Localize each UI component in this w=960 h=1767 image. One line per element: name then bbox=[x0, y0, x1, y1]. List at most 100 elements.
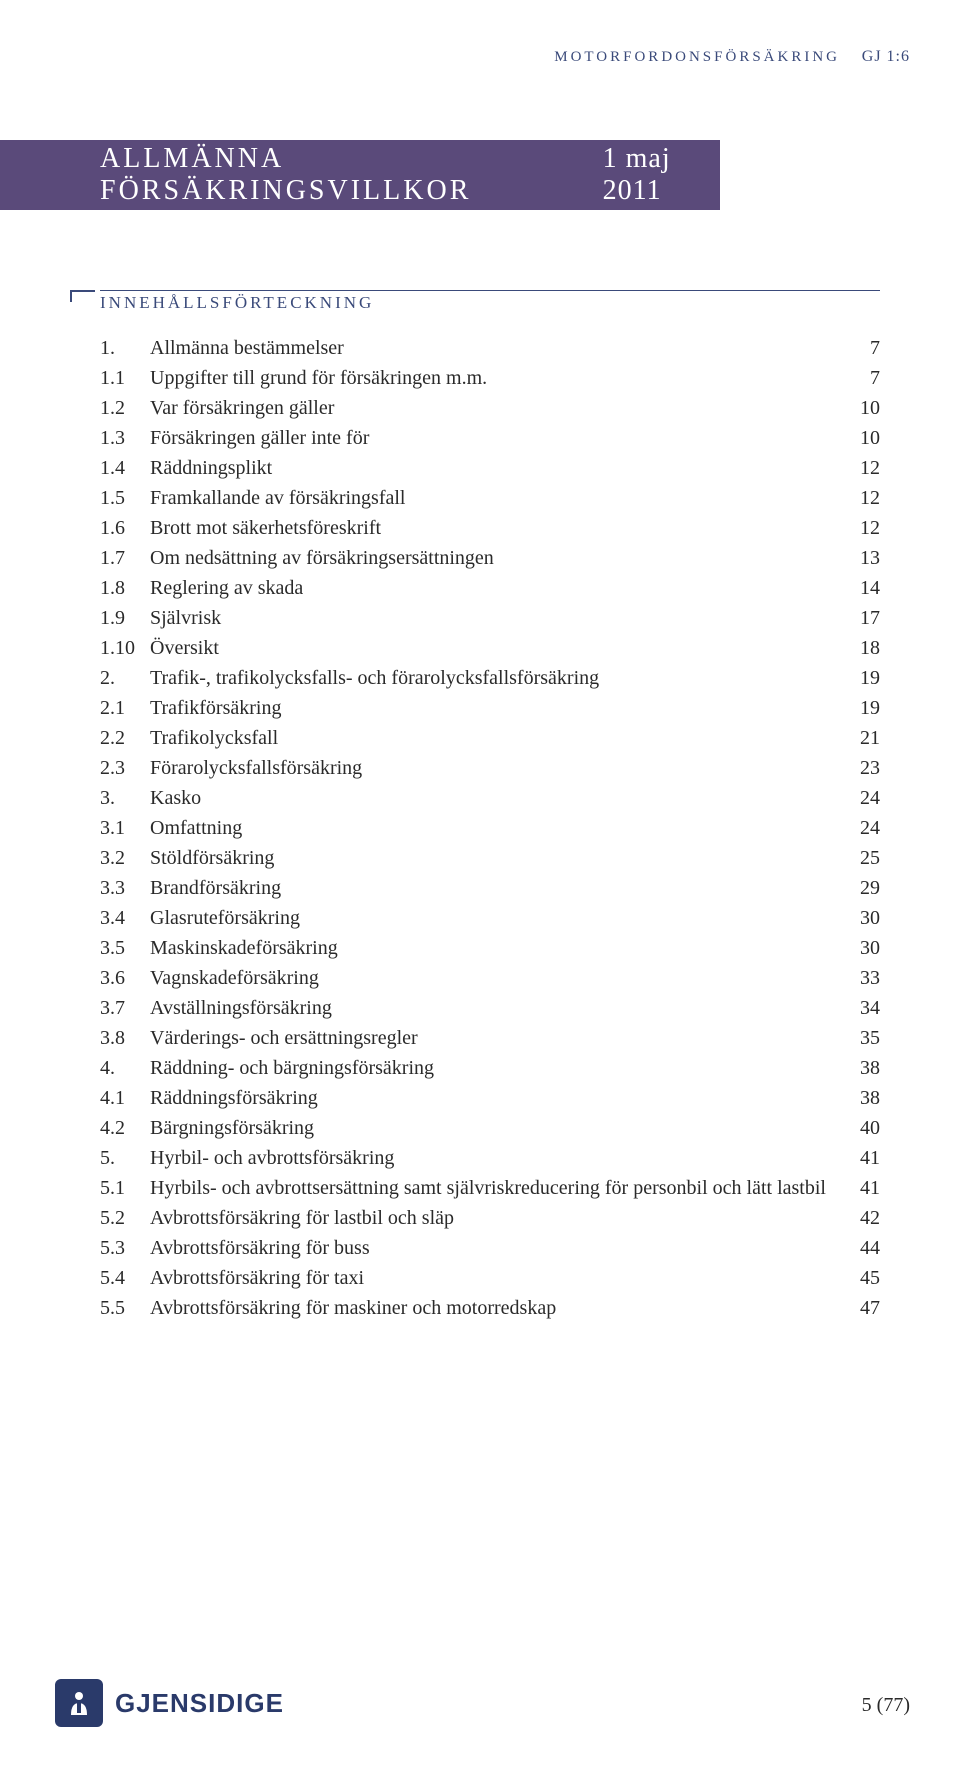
toc-number: 5.4 bbox=[100, 1263, 150, 1293]
toc-label: Översikt bbox=[150, 633, 830, 663]
toc-page: 30 bbox=[830, 903, 880, 933]
toc-number: 5.3 bbox=[100, 1233, 150, 1263]
toc-table: 1.Allmänna bestämmelser71.1Uppgifter til… bbox=[100, 333, 880, 1323]
toc-label: Stöldförsäkring bbox=[150, 843, 830, 873]
toc-row: 1.6Brott mot säkerhetsföreskrift12 bbox=[100, 513, 880, 543]
toc-heading: INNEHÅLLSFÖRTECKNING bbox=[100, 290, 880, 313]
toc-number: 2.1 bbox=[100, 693, 150, 723]
toc-page: 30 bbox=[830, 933, 880, 963]
toc-page: 7 bbox=[830, 333, 880, 363]
toc-label: Uppgifter till grund för försäkringen m.… bbox=[150, 363, 830, 393]
toc-page: 13 bbox=[830, 543, 880, 573]
toc-row: 2.2Trafikolycksfall21 bbox=[100, 723, 880, 753]
toc-label: Brandförsäkring bbox=[150, 873, 830, 903]
toc-label: Avbrottsförsäkring för lastbil och släp bbox=[150, 1203, 830, 1233]
content-area: INNEHÅLLSFÖRTECKNING 1.Allmänna bestämme… bbox=[100, 290, 880, 1323]
toc-number: 5.1 bbox=[100, 1173, 150, 1203]
toc-number: 3.3 bbox=[100, 873, 150, 903]
toc-number: 5.2 bbox=[100, 1203, 150, 1233]
toc-label: Räddningsförsäkring bbox=[150, 1083, 830, 1113]
toc-row: 3.5Maskinskadeförsäkring30 bbox=[100, 933, 880, 963]
toc-page: 12 bbox=[830, 483, 880, 513]
toc-page: 19 bbox=[830, 663, 880, 693]
toc-row: 2.3Förarolycksfallsförsäkring23 bbox=[100, 753, 880, 783]
toc-label: Räddning- och bärgningsförsäkring bbox=[150, 1053, 830, 1083]
toc-page: 23 bbox=[830, 753, 880, 783]
toc-number: 3.6 bbox=[100, 963, 150, 993]
toc-row: 4.2Bärgningsförsäkring40 bbox=[100, 1113, 880, 1143]
toc-label: Maskinskadeförsäkring bbox=[150, 933, 830, 963]
toc-page: 33 bbox=[830, 963, 880, 993]
toc-number: 1.3 bbox=[100, 423, 150, 453]
toc-page: 38 bbox=[830, 1083, 880, 1113]
banner-title: ALLMÄNNA FÖRSÄKRINGSVILLKOR bbox=[100, 143, 591, 207]
toc-row: 3.2Stöldförsäkring25 bbox=[100, 843, 880, 873]
toc-page: 7 bbox=[830, 363, 880, 393]
toc-number: 1.1 bbox=[100, 363, 150, 393]
title-banner: ALLMÄNNA FÖRSÄKRINGSVILLKOR 1 maj 2011 bbox=[0, 140, 720, 210]
toc-label: Omfattning bbox=[150, 813, 830, 843]
toc-row: 5.Hyrbil- och avbrottsförsäkring41 bbox=[100, 1143, 880, 1173]
toc-label: Trafik-, trafikolycksfalls- och föraroly… bbox=[150, 663, 830, 693]
toc-number: 3.1 bbox=[100, 813, 150, 843]
toc-number: 5.5 bbox=[100, 1293, 150, 1323]
toc-page: 18 bbox=[830, 633, 880, 663]
toc-page: 44 bbox=[830, 1233, 880, 1263]
toc-page: 19 bbox=[830, 693, 880, 723]
toc-page: 10 bbox=[830, 393, 880, 423]
toc-label: Självrisk bbox=[150, 603, 830, 633]
toc-page: 12 bbox=[830, 513, 880, 543]
toc-number: 3. bbox=[100, 783, 150, 813]
toc-page: 38 bbox=[830, 1053, 880, 1083]
toc-label: Avbrottsförsäkring för taxi bbox=[150, 1263, 830, 1293]
toc-row: 1.7Om nedsättning av försäkringsersättni… bbox=[100, 543, 880, 573]
page-current: 5 bbox=[862, 1694, 872, 1716]
toc-label: Framkallande av försäkringsfall bbox=[150, 483, 830, 513]
toc-page: 17 bbox=[830, 603, 880, 633]
toc-number: 2.2 bbox=[100, 723, 150, 753]
toc-page: 10 bbox=[830, 423, 880, 453]
toc-number: 1.6 bbox=[100, 513, 150, 543]
toc-row: 5.3Avbrottsförsäkring för buss44 bbox=[100, 1233, 880, 1263]
toc-number: 3.8 bbox=[100, 1023, 150, 1053]
toc-page: 41 bbox=[830, 1173, 880, 1203]
toc-row: 1.5Framkallande av försäkringsfall12 bbox=[100, 483, 880, 513]
toc-row: 4.1Räddningsförsäkring38 bbox=[100, 1083, 880, 1113]
toc-page: 12 bbox=[830, 453, 880, 483]
toc-label: Hyrbil- och avbrottsförsäkring bbox=[150, 1143, 830, 1173]
toc-page: 42 bbox=[830, 1203, 880, 1233]
toc-label: Avbrottsförsäkring för buss bbox=[150, 1233, 830, 1263]
toc-label: Var försäkringen gäller bbox=[150, 393, 830, 423]
toc-label: Allmänna bestämmelser bbox=[150, 333, 830, 363]
toc-number: 1.4 bbox=[100, 453, 150, 483]
toc-label: Vagnskadeförsäkring bbox=[150, 963, 830, 993]
header-category: MOTORFORDONSFÖRSÄKRING bbox=[554, 49, 840, 65]
toc-number: 2. bbox=[100, 663, 150, 693]
toc-label: Trafikförsäkring bbox=[150, 693, 830, 723]
toc-row: 3.8Värderings- och ersättningsregler35 bbox=[100, 1023, 880, 1053]
logo-icon bbox=[55, 1679, 103, 1727]
toc-label: Avställningsförsäkring bbox=[150, 993, 830, 1023]
banner-date: 1 maj 2011 bbox=[603, 143, 720, 207]
toc-row: 5.4Avbrottsförsäkring för taxi45 bbox=[100, 1263, 880, 1293]
toc-number: 5. bbox=[100, 1143, 150, 1173]
toc-row: 4.Räddning- och bärgningsförsäkring38 bbox=[100, 1053, 880, 1083]
toc-row: 1.3Försäkringen gäller inte för10 bbox=[100, 423, 880, 453]
toc-number: 3.5 bbox=[100, 933, 150, 963]
toc-page: 34 bbox=[830, 993, 880, 1023]
toc-page: 45 bbox=[830, 1263, 880, 1293]
toc-row: 3.Kasko24 bbox=[100, 783, 880, 813]
toc-page: 24 bbox=[830, 813, 880, 843]
toc-row: 3.7Avställningsförsäkring34 bbox=[100, 993, 880, 1023]
toc-label: Glasruteförsäkring bbox=[150, 903, 830, 933]
toc-number: 1.8 bbox=[100, 573, 150, 603]
toc-number: 4.1 bbox=[100, 1083, 150, 1113]
toc-row: 3.3Brandförsäkring29 bbox=[100, 873, 880, 903]
toc-page: 25 bbox=[830, 843, 880, 873]
toc-label: Hyrbils- och avbrottsersättning samt sjä… bbox=[150, 1173, 830, 1203]
toc-row: 3.6Vagnskadeförsäkring33 bbox=[100, 963, 880, 993]
toc-page: 29 bbox=[830, 873, 880, 903]
toc-row: 2.Trafik-, trafikolycksfalls- och föraro… bbox=[100, 663, 880, 693]
toc-number: 4.2 bbox=[100, 1113, 150, 1143]
toc-row: 5.2Avbrottsförsäkring för lastbil och sl… bbox=[100, 1203, 880, 1233]
